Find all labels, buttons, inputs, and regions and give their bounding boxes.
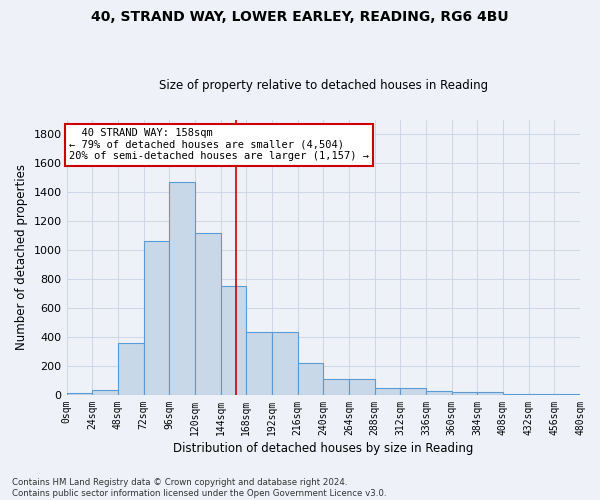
Bar — [272, 332, 298, 395]
Bar — [529, 394, 580, 395]
Title: Size of property relative to detached houses in Reading: Size of property relative to detached ho… — [159, 79, 488, 92]
Bar — [349, 379, 374, 395]
Bar — [323, 379, 349, 395]
Bar — [426, 390, 452, 395]
Text: Contains HM Land Registry data © Crown copyright and database right 2024.
Contai: Contains HM Land Registry data © Crown c… — [12, 478, 386, 498]
Text: 40 STRAND WAY: 158sqm
← 79% of detached houses are smaller (4,504)
20% of semi-d: 40 STRAND WAY: 158sqm ← 79% of detached … — [68, 128, 368, 162]
Bar — [92, 390, 118, 395]
Bar — [118, 343, 143, 395]
Bar — [195, 232, 221, 395]
Y-axis label: Number of detached properties: Number of detached properties — [15, 164, 28, 350]
Bar — [221, 286, 246, 395]
Bar — [478, 392, 503, 395]
X-axis label: Distribution of detached houses by size in Reading: Distribution of detached houses by size … — [173, 442, 473, 455]
Bar — [298, 363, 323, 395]
Bar — [246, 332, 272, 395]
Bar — [67, 394, 92, 395]
Bar — [169, 182, 195, 395]
Bar — [452, 392, 478, 395]
Bar — [400, 388, 426, 395]
Text: 40, STRAND WAY, LOWER EARLEY, READING, RG6 4BU: 40, STRAND WAY, LOWER EARLEY, READING, R… — [91, 10, 509, 24]
Bar — [143, 242, 169, 395]
Bar — [374, 388, 400, 395]
Bar — [503, 394, 529, 395]
